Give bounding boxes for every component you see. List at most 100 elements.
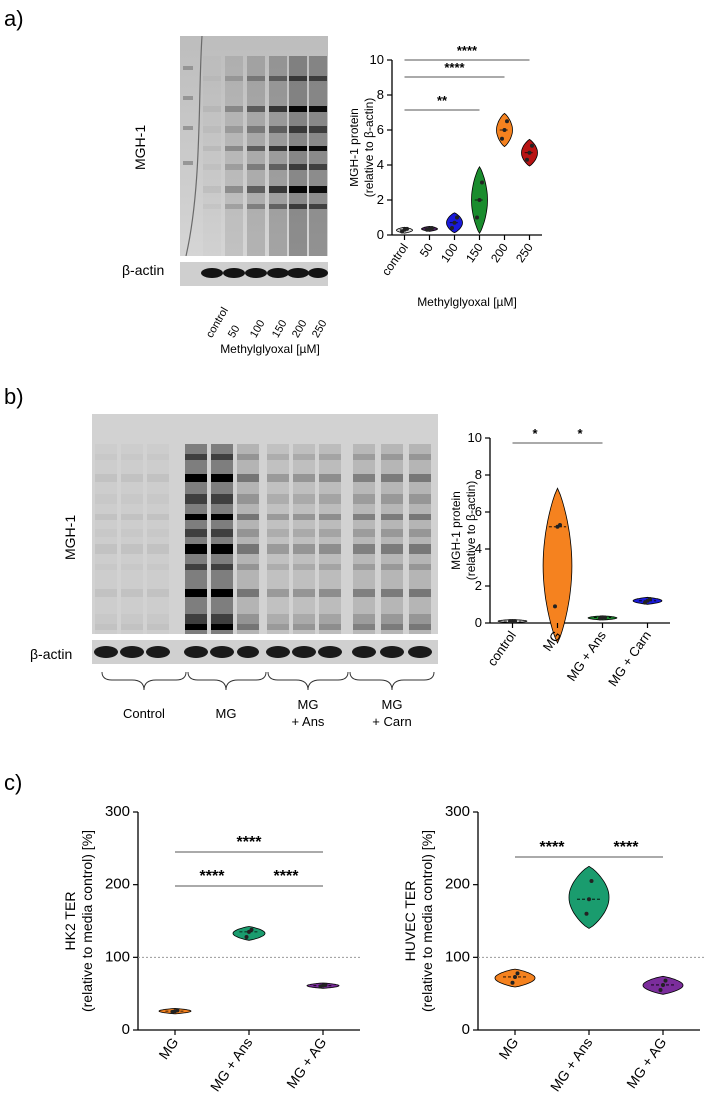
y-tick-label: 0	[475, 615, 482, 630]
significance-label: **	[437, 93, 448, 108]
y-tick-label: 4	[475, 541, 482, 556]
significance-label: ****	[274, 868, 300, 885]
y-axis-label-line: HUVEC TER	[402, 881, 418, 962]
panel-b-mgh1-blot-image	[92, 414, 438, 634]
data-point	[584, 911, 589, 916]
x-tick-label: control	[379, 241, 411, 279]
panel-c-hk2-violin-chart: HK2 TER(relative to media control) [%] 0 1…	[62, 803, 360, 1095]
y-tick-label: 300	[445, 803, 470, 820]
panel-c-letter: c)	[4, 770, 23, 795]
data-point	[525, 157, 529, 162]
significance-label: ****	[444, 60, 465, 75]
panel-b-group-label-line: MG	[297, 697, 319, 712]
y-tick-label: 0	[122, 1021, 130, 1038]
data-point	[527, 150, 532, 155]
y-tick-label: 0	[377, 227, 384, 242]
panel-b-actin-blot	[92, 640, 438, 664]
data-point	[510, 980, 515, 985]
data-point	[661, 982, 665, 987]
data-point	[589, 879, 594, 884]
y-tick-label: 2	[475, 578, 482, 593]
panel-a-actin-blot	[180, 262, 328, 286]
significance-label: ****	[457, 43, 478, 58]
data-point	[663, 978, 668, 983]
y-tick-label: 8	[475, 467, 482, 482]
panel-b-mgh1-blot	[92, 414, 438, 634]
panel-b-group-brackets	[101, 671, 435, 691]
x-axis-label: Methylglyoxal [µM]	[417, 295, 517, 309]
data-point	[450, 226, 454, 230]
panel-a-letter: a)	[4, 6, 24, 31]
x-tick-label: MG	[495, 1035, 521, 1063]
y-axis-label-line: (relative to β-actin)	[362, 98, 376, 198]
significance-label: ****	[237, 834, 263, 851]
panel-a-lane-label: 50	[226, 323, 243, 340]
data-point	[323, 982, 328, 987]
x-tick-label: MG + AG	[283, 1035, 329, 1092]
y-tick-label: 10	[468, 430, 482, 445]
y-tick-label: 200	[445, 876, 470, 893]
panel-a-lane-label: 200	[290, 318, 310, 340]
panel-b-group-label-line: + Ans	[291, 714, 325, 729]
panel-b-group-label: MG	[186, 705, 266, 722]
panel-b-mgh1-label: MGH-1	[62, 514, 78, 560]
data-point	[587, 897, 591, 902]
y-tick-label: 4	[377, 157, 384, 172]
data-point	[475, 215, 479, 220]
x-tick-label: 250	[513, 240, 536, 265]
significance-label: *	[577, 426, 583, 441]
significance-label: ****	[200, 868, 226, 885]
data-point	[405, 226, 409, 231]
x-tick-label: 50	[417, 240, 436, 259]
x-tick-label: MG + Carn	[605, 628, 654, 689]
data-point	[515, 971, 520, 976]
data-point	[658, 988, 663, 993]
x-tick-label: 200	[488, 240, 511, 265]
y-tick-label: 100	[445, 948, 470, 965]
panel-a-blot-xlabel: Methylglyoxal [µM]	[220, 342, 320, 356]
panel-b-actin-label: β-actin	[30, 646, 73, 662]
data-point	[513, 619, 517, 624]
x-tick-label: MG + Ans	[207, 1035, 256, 1095]
significance-label: *	[532, 426, 538, 441]
y-axis-label: HUVEC TER(relative to media control) [%]	[402, 830, 435, 1012]
x-tick-label: MG	[155, 1035, 181, 1063]
panel-b-group-label-line: MG	[381, 697, 403, 712]
y-tick-label: 300	[105, 803, 130, 820]
panel-a-actin-blot-image	[201, 268, 328, 278]
y-axis-label-line: MGH-1 protein	[350, 108, 361, 187]
panel-a-violin-chart: MGH-1 protein(relative to β-actin) 0 2 4 6 8 1…	[350, 43, 542, 309]
x-tick-label: MG + AG	[623, 1035, 669, 1092]
panel-b-group-label: Control	[104, 705, 184, 722]
panel-a-lane-label: 100	[248, 318, 268, 340]
data-point	[648, 596, 652, 601]
data-point	[530, 143, 534, 148]
panel-b-violin-chart: MGH-1 protein(relative to β-actin) 0 2 4 6 8 1…	[450, 426, 670, 689]
panel-b-group-label: MG + Carn	[352, 696, 432, 730]
data-point	[244, 934, 249, 939]
data-point	[480, 180, 484, 185]
data-point	[505, 119, 509, 124]
y-tick-label: 2	[377, 192, 384, 207]
significance-label: ****	[540, 839, 566, 856]
y-tick-label: 6	[475, 504, 482, 519]
violin-mg	[542, 487, 573, 645]
y-axis-label-line: (relative to media control) [%]	[79, 830, 95, 1012]
panel-c-huvec-violin-chart: HUVEC TER(relative to media control) [%]…	[402, 803, 705, 1094]
y-axis-label-line: (relative to media control) [%]	[419, 830, 435, 1012]
data-point	[175, 1008, 180, 1013]
panel-a-mgh1-label: MGH-1	[132, 124, 148, 170]
panel-a-lane-label: 250	[310, 318, 330, 340]
y-tick-label: 10	[370, 52, 384, 67]
data-point	[513, 974, 517, 979]
y-axis-label: HK2 TER(relative to media control) [%]	[62, 830, 95, 1012]
y-axis-label: MGH-1 protein(relative to β-actin)	[450, 481, 478, 581]
y-axis-label: MGH-1 protein(relative to β-actin)	[350, 98, 376, 198]
panel-a-mgh1-blot	[180, 36, 328, 256]
y-tick-label: 8	[377, 87, 384, 102]
data-point	[477, 198, 482, 202]
x-tick-label: 150	[463, 240, 486, 265]
x-tick-label: control	[484, 628, 519, 669]
panel-a-lane-label: 150	[270, 318, 290, 340]
panel-b-group-label-line: MG	[215, 706, 237, 721]
